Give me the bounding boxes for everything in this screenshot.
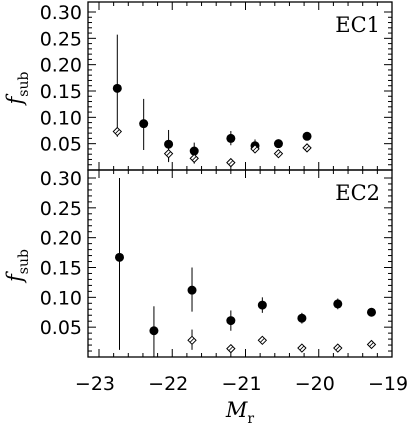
data-point-filled xyxy=(273,139,283,149)
y-tick-label: 0.10 xyxy=(40,287,82,309)
data-point-filled xyxy=(139,119,149,129)
diamond-inner-stroke xyxy=(228,346,234,351)
data-point-filled xyxy=(114,252,124,262)
diamond-inner-stroke xyxy=(252,146,258,152)
y-axis-label: fsub xyxy=(3,71,32,106)
diamond-inner-stroke xyxy=(260,338,265,343)
y-tick-label: 0.30 xyxy=(40,168,82,190)
x-tick-label: −22 xyxy=(148,373,188,395)
y-tick-label: 0.20 xyxy=(40,55,82,77)
diamond-inner-stroke xyxy=(276,151,281,156)
y-tick-label: 0.30 xyxy=(40,2,82,24)
plot-frame xyxy=(87,169,393,358)
data-point-filled xyxy=(302,131,312,141)
diamond-inner-stroke xyxy=(189,338,195,343)
x-axis-label-main: M xyxy=(225,398,248,422)
diamond-inner-stroke xyxy=(369,342,374,347)
y-axis-label-main: f xyxy=(3,93,27,106)
panel-ec2: 0.05 0.10 0.15 0.20 0.25 0.30 EC2 fsub xyxy=(3,168,393,358)
y-tick-label: 0.20 xyxy=(40,228,82,250)
data-point-filled xyxy=(187,285,197,295)
x-tick-label: −19 xyxy=(368,373,408,395)
y-tick-label: 0.05 xyxy=(40,134,82,156)
data-point-filled xyxy=(164,139,174,149)
data-point-filled xyxy=(149,326,159,336)
data-point-filled xyxy=(297,313,307,323)
x-axis-label-sub: r xyxy=(247,411,254,427)
panel-label: EC1 xyxy=(335,13,380,37)
data-point-filled xyxy=(366,307,376,317)
y-tick-label: 0.10 xyxy=(40,107,82,129)
data-point-filled xyxy=(226,133,236,143)
data-point-filled xyxy=(189,146,199,156)
x-tick-labels: −23 −22 −21 −20 −19 xyxy=(75,373,408,395)
diamond-inner-stroke xyxy=(166,151,171,156)
diamond-inner-stroke xyxy=(228,160,234,165)
y-axis-label-main: f xyxy=(3,271,27,284)
y-tick-label: 0.25 xyxy=(40,28,82,50)
x-axis-label: Mr xyxy=(225,398,255,427)
y-tick-label: 0.05 xyxy=(40,317,82,339)
diamond-inner-stroke xyxy=(335,345,341,351)
y-axis-label: fsub xyxy=(3,249,32,284)
data-point-filled xyxy=(112,83,122,93)
diamond-inner-stroke xyxy=(191,156,197,161)
x-tick-label: −21 xyxy=(221,373,261,395)
y-tick-label: 0.15 xyxy=(40,81,82,103)
data-point-filled xyxy=(226,316,236,326)
x-tick-label: −20 xyxy=(295,373,335,395)
data-point-filled xyxy=(257,300,267,310)
y-axis-label-sub: sub xyxy=(16,249,32,274)
y-axis-label-sub: sub xyxy=(16,71,32,96)
panel-label: EC2 xyxy=(335,181,380,205)
diamond-inner-stroke xyxy=(304,145,310,151)
panel-ec1: 0.05 0.10 0.15 0.20 0.25 0.30 EC1 fsub xyxy=(3,1,393,171)
y-tick-label: 0.15 xyxy=(40,258,82,280)
y-tick-label: 0.25 xyxy=(40,198,82,220)
data-point-filled xyxy=(333,299,343,309)
diamond-inner-stroke xyxy=(299,345,305,351)
diamond-inner-stroke xyxy=(115,129,120,134)
x-tick-label: −23 xyxy=(75,373,115,395)
